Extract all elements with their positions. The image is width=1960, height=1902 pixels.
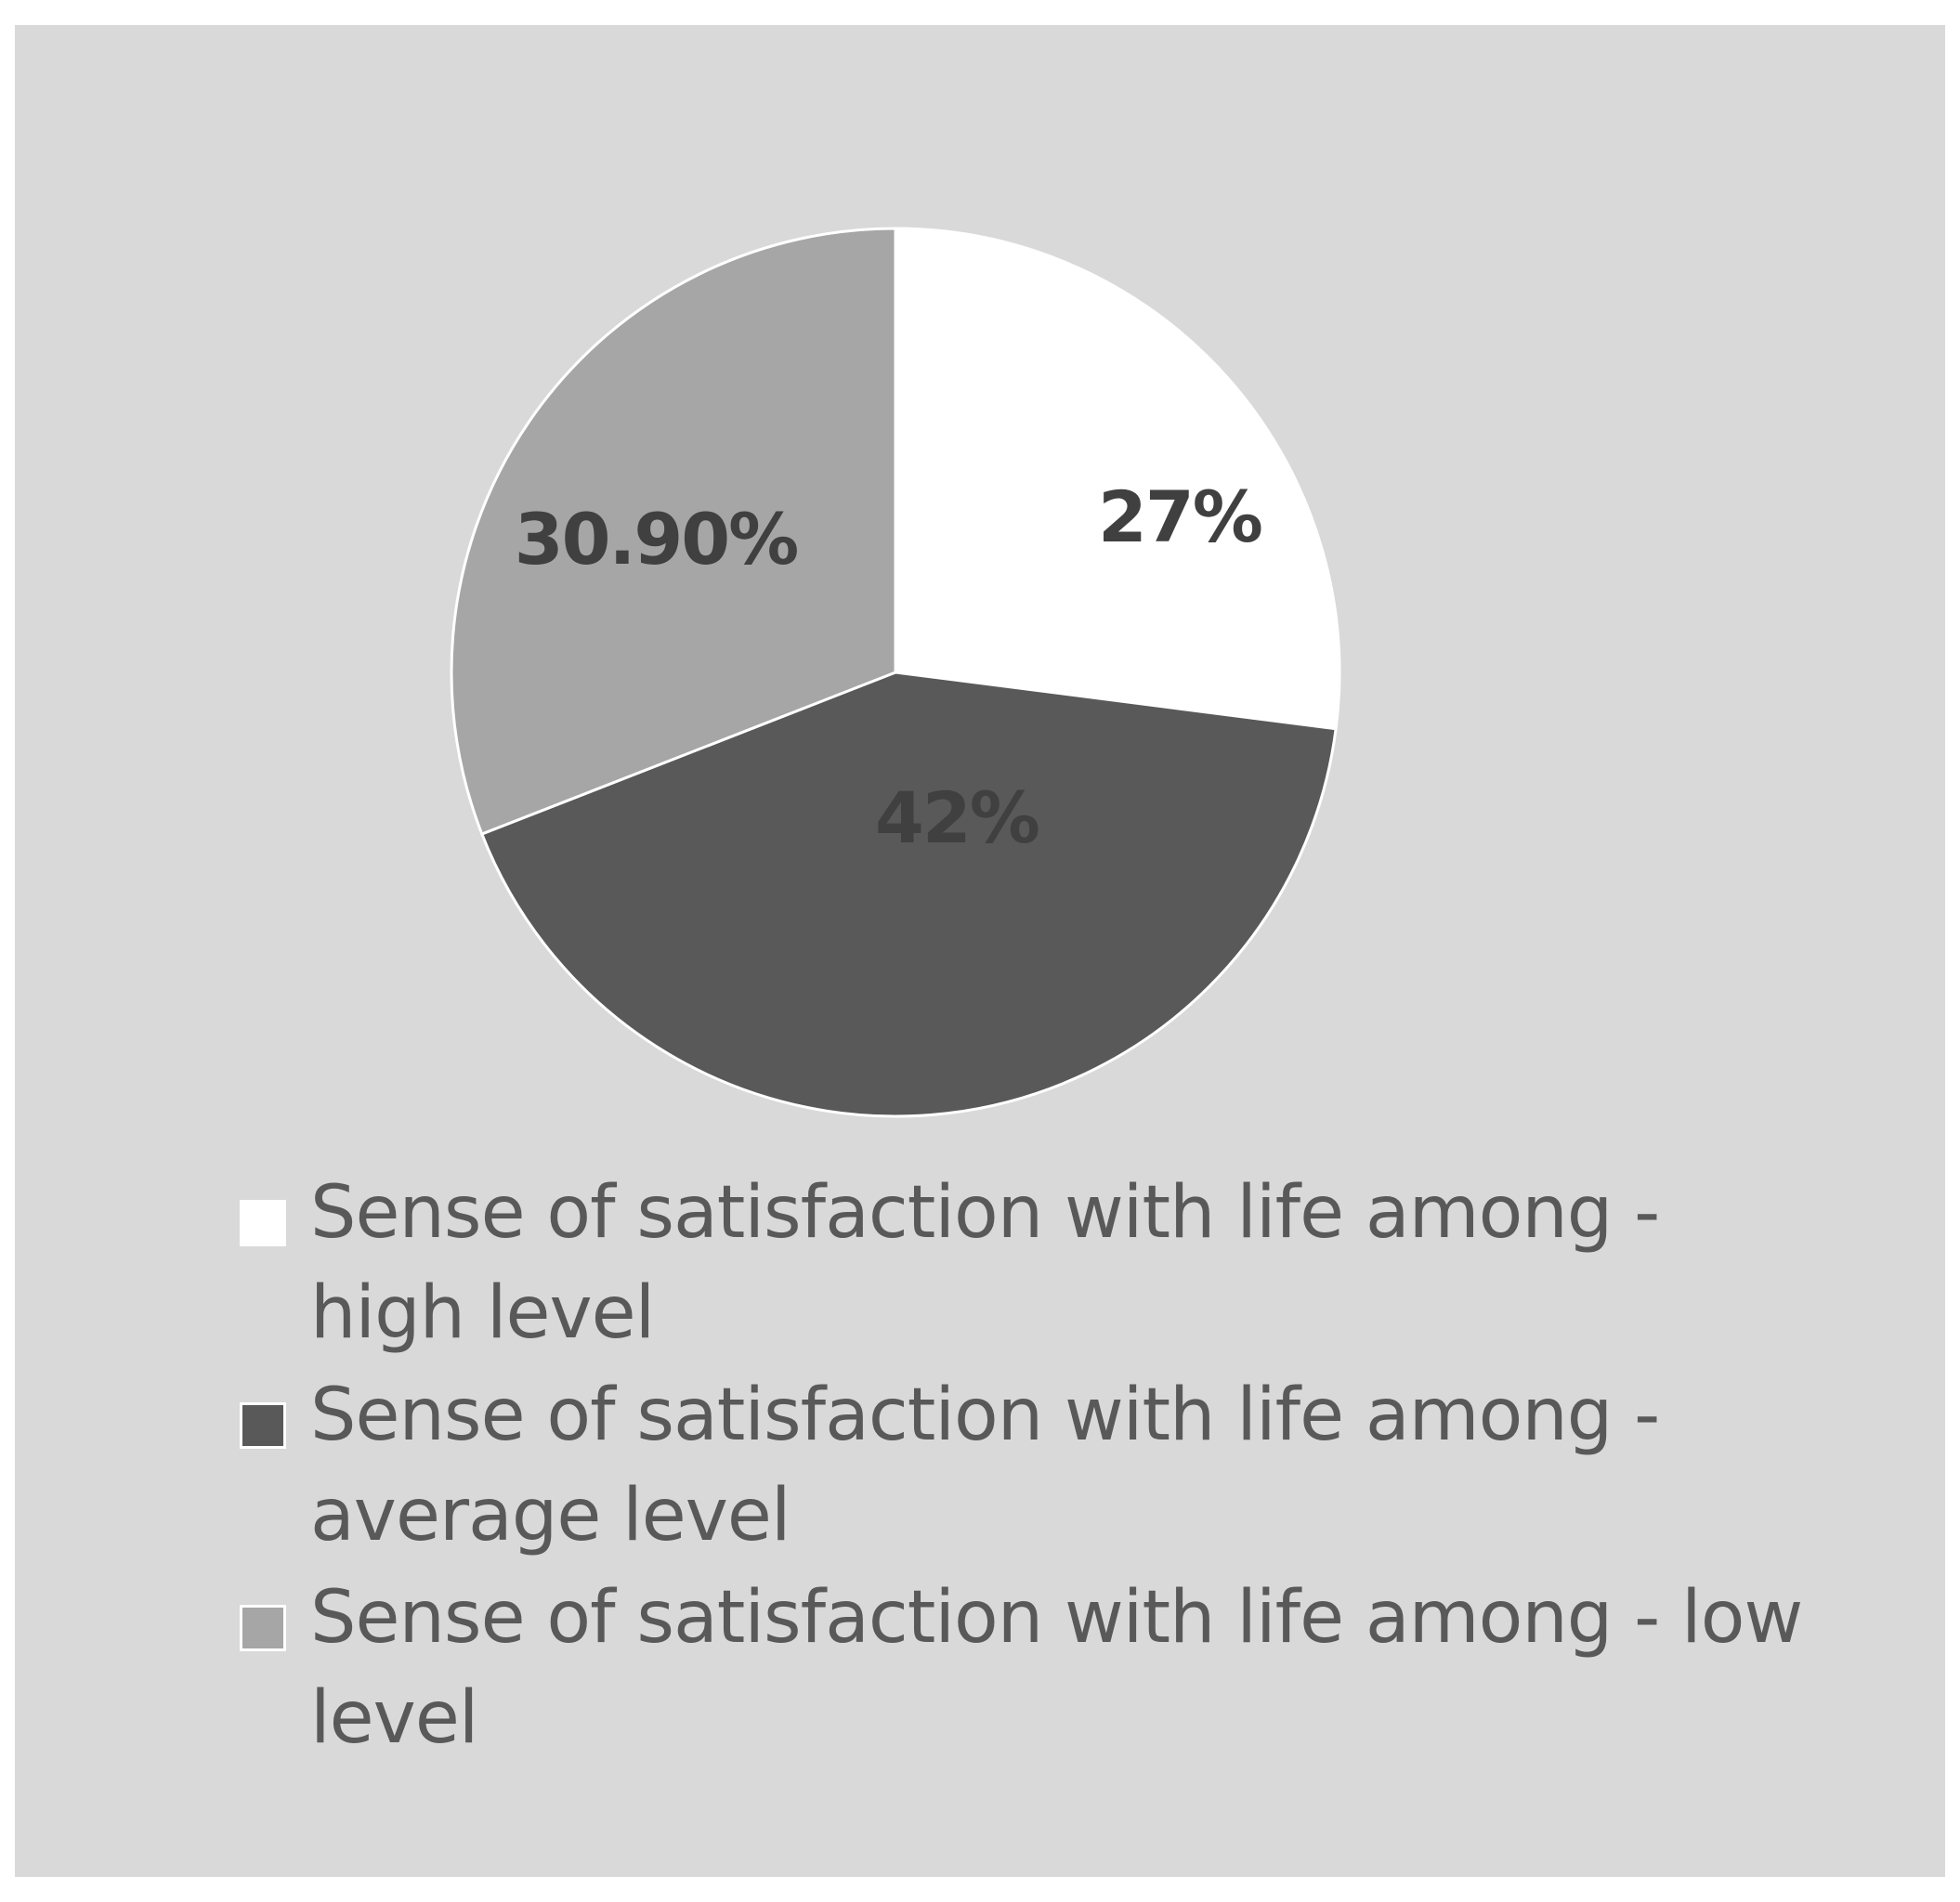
legend-label-low: Sense of satisfaction with life among - …: [310, 1576, 1803, 1760]
legend-label-average: Sense of satisfaction with life among - …: [310, 1374, 1660, 1557]
pie-chart: 27% 42% 30.90%: [450, 227, 1341, 1118]
legend-swatch-low: [240, 1605, 286, 1651]
legend-item-average: Sense of satisfaction with life among - …: [240, 1365, 1912, 1566]
data-label-average: 42%: [875, 776, 1039, 859]
legend-label-high: Sense of satisfaction with life among - …: [310, 1171, 1660, 1355]
legend-item-low: Sense of satisfaction with life among - …: [240, 1568, 1912, 1768]
data-label-high: 27%: [1098, 476, 1261, 558]
data-label-low: 30.90%: [515, 498, 798, 580]
pie-slice-average: [479, 671, 1338, 1118]
legend-item-high: Sense of satisfaction with life among - …: [240, 1163, 1912, 1363]
legend-swatch-average: [240, 1402, 286, 1449]
legend: Sense of satisfaction with life among - …: [240, 1163, 1912, 1770]
pie-slice-high: [894, 227, 1341, 731]
pie-slice-low: [450, 227, 897, 836]
legend-swatch-high: [240, 1200, 286, 1246]
chart-area: 27% 42% 30.90% Sense of satisfaction with …: [15, 25, 1945, 1877]
